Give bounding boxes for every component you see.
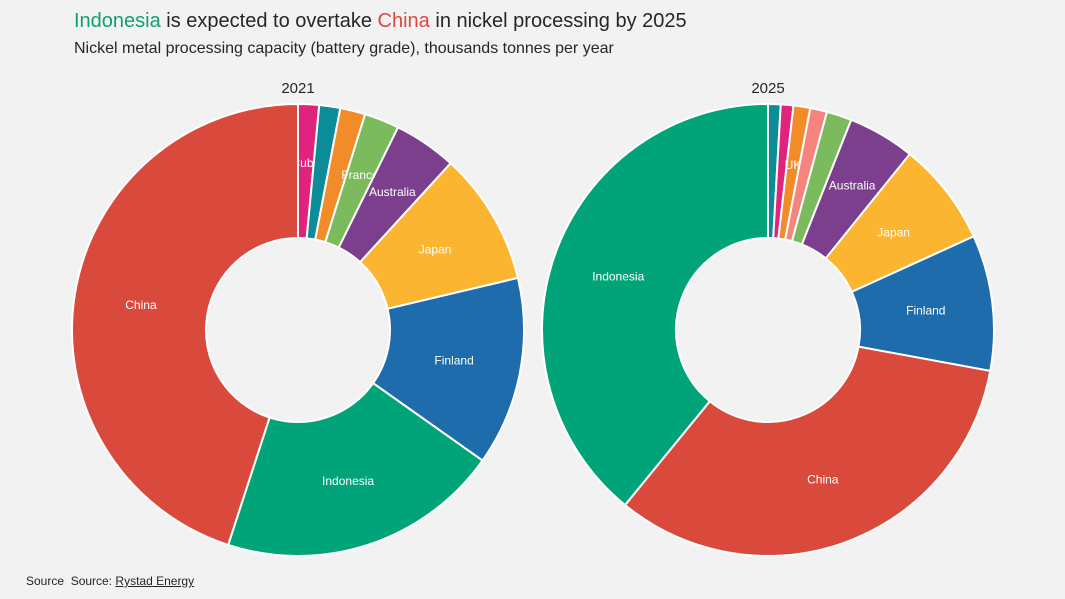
title-highlight-indonesia: Indonesia	[74, 10, 161, 32]
chart-title: Indonesia is expected to overtake China …	[74, 10, 687, 33]
source-text: Source:	[70, 574, 116, 588]
slice-label-japan: Japan	[419, 242, 452, 256]
slice-label-uk: UK	[785, 158, 802, 172]
donut-charts: 2021CubaFranceAustraliaJapanFinlandIndon…	[71, 80, 995, 557]
donut-chart-2021: 2021CubaFranceAustraliaJapanFinlandIndon…	[71, 80, 525, 557]
donut-slice-finland	[371, 276, 525, 462]
slice-label-finland: Finland	[906, 304, 945, 318]
slice-label-france: France	[341, 168, 379, 182]
source-prefix: Source	[26, 574, 65, 588]
source-link[interactable]: Rystad Energy	[115, 574, 195, 588]
donut-chart-2025: 2025 UK Australia Japan Finland China Indonesi…	[541, 80, 995, 557]
slice-label-japan: Japan	[877, 226, 910, 240]
slice-label-china: China	[125, 298, 157, 312]
slice-label-china: China	[807, 472, 839, 486]
source-note: Source Source: Rystad Energy	[26, 574, 194, 588]
donut-slice-indonesia	[541, 102, 769, 507]
slice-label-indonesia: Indonesia	[592, 270, 644, 284]
title-text-middle: is expected to overtake	[160, 10, 378, 32]
slice-label-indonesia: Indonesia	[322, 474, 374, 488]
title-text-end: in nickel processing by 2025	[429, 10, 687, 32]
chart-subtitle: Nickel metal processing capacity (batter…	[74, 40, 614, 57]
donut-slice-indonesia	[226, 381, 484, 557]
chart-year-title: 2021	[281, 80, 314, 97]
title-highlight-china: China	[377, 10, 430, 32]
chart-year-title: 2025	[751, 80, 784, 97]
slice-label-australia: Australia	[369, 185, 416, 199]
donut-slice-china	[71, 102, 299, 547]
slice-label-finland: Finland	[434, 353, 473, 367]
slice-label-australia: Australia	[829, 179, 876, 193]
donut-slice-china	[623, 345, 992, 557]
